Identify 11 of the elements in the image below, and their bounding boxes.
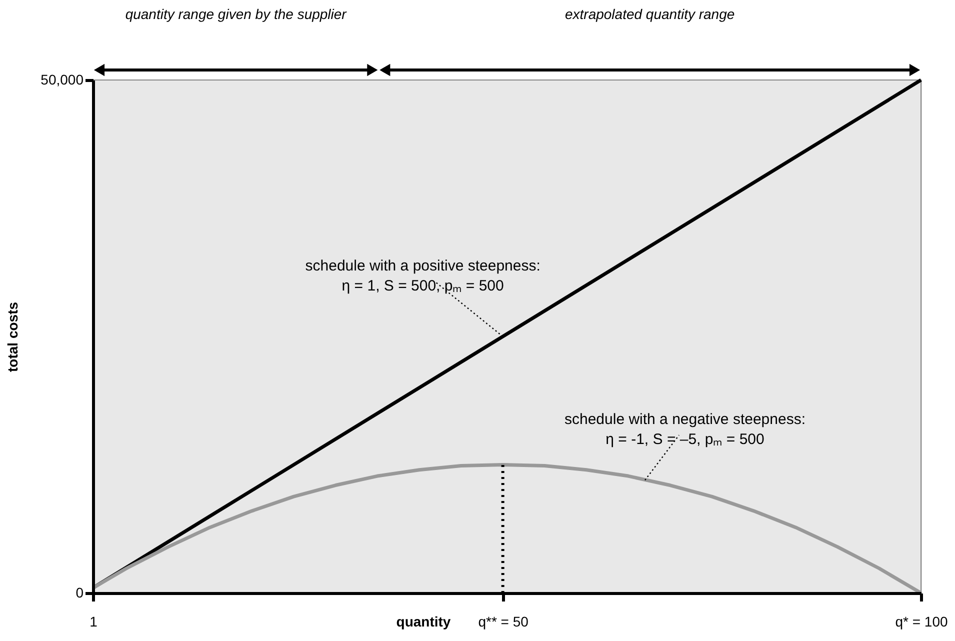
y-tick-label: 50,000 <box>40 72 84 88</box>
annotation: schedule with a negative steepness: η = -1, S = –5, pₘ = 500 <box>564 411 806 448</box>
y-axis-title: total costs <box>4 302 21 372</box>
annotation: schedule with a positive steepness: η = 1, S = 500, pₘ = 500 <box>305 258 540 294</box>
y-tick-label: 0 <box>76 584 84 600</box>
x-tick-label: q* = 100 <box>895 614 948 630</box>
text: extrapolated quantity range <box>564 6 735 22</box>
text: quantity range given by the supplier <box>125 6 348 22</box>
x-tick-label: q** = 50 <box>478 614 529 630</box>
x-axis-title: quantity <box>396 614 451 630</box>
x-tick-label: 1 <box>90 614 98 630</box>
